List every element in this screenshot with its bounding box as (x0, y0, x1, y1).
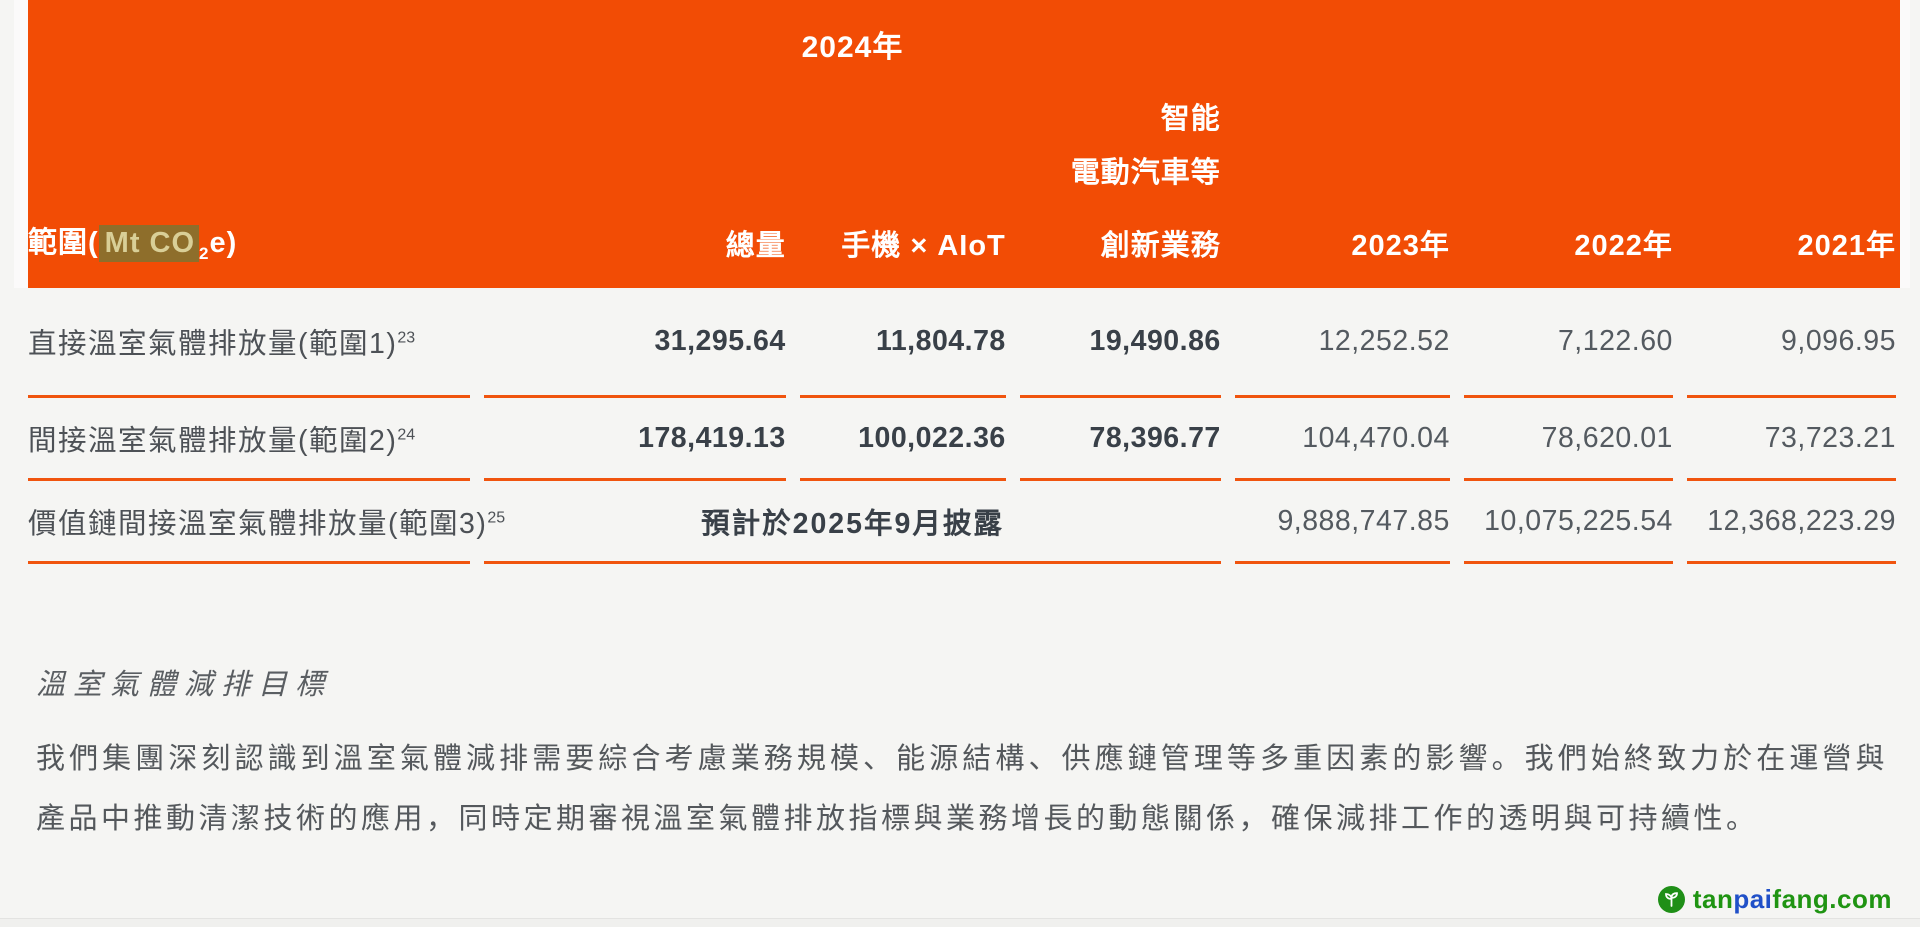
spacer-cell (28, 0, 470, 70)
header-row-year-group: 2024年 (28, 0, 1896, 70)
column-header-scope-unit: 範圍(Mt CO 2e) (28, 200, 470, 288)
section-title: 溫室氣體減排目標 (36, 669, 333, 701)
scope-unit-prefix: 範圍( (28, 227, 99, 260)
cell-scope3-disclosure-note: 預計於2025年9月披露 (484, 481, 1221, 564)
column-header-ev-upper: 智能 電動汽車等 (1020, 70, 1221, 200)
spacer-cell (484, 70, 786, 200)
row-label-scope3: 價值鏈間接溫室氣體排放量(範圍3)25 (28, 481, 505, 564)
row-label-text: 間接溫室氣體排放量(範圍2) (28, 424, 398, 457)
watermark-part-fang: fang.com (1772, 884, 1892, 914)
footnote-ref: 24 (397, 426, 416, 443)
footnote-ref: 23 (397, 329, 416, 347)
header-row-columns: 範圍(Mt CO 2e) 總量 手機 × AIoT 創新業務 2023年 2022… (28, 200, 1896, 288)
row-label-scope2: 間接溫室氣體排放量(範圍2)24 (28, 398, 471, 481)
spacer-cell (28, 70, 470, 200)
ev-header-line1: 智能 (1160, 103, 1221, 135)
cell-scope3-2021: 12,368,223.29 (1686, 481, 1896, 564)
column-header-ev-innovation: 創新業務 (1100, 230, 1221, 262)
table-row-scope3: 價值鏈間接溫室氣體排放量(範圍3)25 預計於2025年9月披露 9,888,7… (28, 481, 1896, 564)
reduction-goal-section: 溫室氣體減排目標 我們集團深刻認識到溫室氣體減排需要綜合考慮業務規模、能源結構、… (36, 661, 1888, 849)
tanpaifang-watermark-link[interactable]: tanpaifang.com (1657, 884, 1892, 915)
cell-scope2-2023: 104,470.04 (1234, 398, 1450, 481)
table-header-band (14, 0, 1910, 288)
cell-scope1-2022: 7,122.60 (1463, 288, 1673, 398)
cell-scope2-phone: 100,022.36 (799, 398, 1006, 481)
column-header-phone-aiot: 手機 × AIoT (841, 230, 1006, 262)
emissions-table-section: 2024年 智能 電動汽車等 範圍(Mt CO 2e) 總量 (14, 0, 1910, 564)
left-edge-strip (14, 0, 28, 288)
row-label-text: 直接溫室氣體排放量(範圍1) (28, 328, 398, 360)
cell-scope3-2022: 10,075,225.54 (1463, 481, 1673, 564)
cell-scope1-phone: 11,804.78 (799, 288, 1006, 398)
cell-scope1-ev: 19,490.86 (1019, 288, 1221, 398)
column-group-2024: 2024年 (801, 31, 904, 64)
row-label-scope1: 直接溫室氣體排放量(範圍1)23 (28, 288, 471, 398)
cell-scope1-2023: 12,252.52 (1234, 288, 1450, 398)
cell-scope2-2021: 73,723.21 (1686, 398, 1896, 481)
scope-unit-suffix: e) (209, 227, 238, 260)
cell-scope1-2021: 9,096.95 (1686, 288, 1896, 398)
spacer-cell (800, 70, 1006, 200)
cell-scope3-2023: 9,888,747.85 (1234, 481, 1450, 564)
table-row-scope1: 直接溫室氣體排放量(範圍1)23 31,295.64 11,804.78 19,… (28, 288, 1896, 398)
scope-unit-subscript: 2 (199, 244, 210, 263)
ghg-emissions-table: 2024年 智能 電動汽車等 範圍(Mt CO 2e) 總量 (14, 0, 1910, 564)
cell-scope2-ev: 78,396.77 (1019, 398, 1221, 481)
watermark-text: tanpaifang.com (1693, 884, 1892, 915)
column-header-2023: 2023年 (1351, 230, 1450, 262)
scope-unit-highlighted-text: Mt CO (98, 225, 200, 263)
watermark-part-pai: pai (1733, 884, 1773, 914)
table-row-scope2: 間接溫室氣體排放量(範圍2)24 178,419.13 100,022.36 7… (28, 398, 1896, 481)
spacer-cell (1687, 70, 1896, 200)
spacer-cell (1235, 70, 1450, 200)
right-edge-strip (1900, 0, 1910, 288)
watermark-part-tan: tan (1692, 884, 1734, 914)
cell-scope2-2022: 78,620.01 (1463, 398, 1673, 481)
spacer-cell (1687, 0, 1896, 70)
header-row-ev-lines: 智能 電動汽車等 (28, 70, 1896, 200)
spacer-cell (1464, 0, 1673, 70)
spacer-cell (1235, 0, 1450, 70)
spacer-cell (1464, 70, 1673, 200)
footnote-ref: 25 (487, 509, 506, 526)
cell-scope1-total: 31,295.64 (484, 288, 786, 398)
ev-header-line2: 電動汽車等 (1070, 157, 1221, 189)
column-header-total: 總量 (725, 230, 786, 262)
row-label-text: 價值鏈間接溫室氣體排放量(範圍3) (28, 507, 488, 540)
bottom-edge-strip (0, 918, 1920, 927)
cell-scope2-total: 178,419.13 (484, 398, 786, 481)
sprout-icon (1657, 886, 1685, 913)
section-paragraph: 我們集團深刻認識到溫室氣體減排需要綜合考慮業務規模、能源結構、供應鏈管理等多重因… (36, 743, 1888, 835)
column-header-2021: 2021年 (1797, 230, 1896, 262)
column-header-2022: 2022年 (1574, 230, 1673, 262)
